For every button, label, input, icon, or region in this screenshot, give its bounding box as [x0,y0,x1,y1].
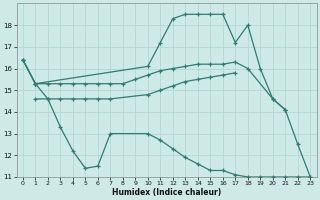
X-axis label: Humidex (Indice chaleur): Humidex (Indice chaleur) [112,188,221,197]
